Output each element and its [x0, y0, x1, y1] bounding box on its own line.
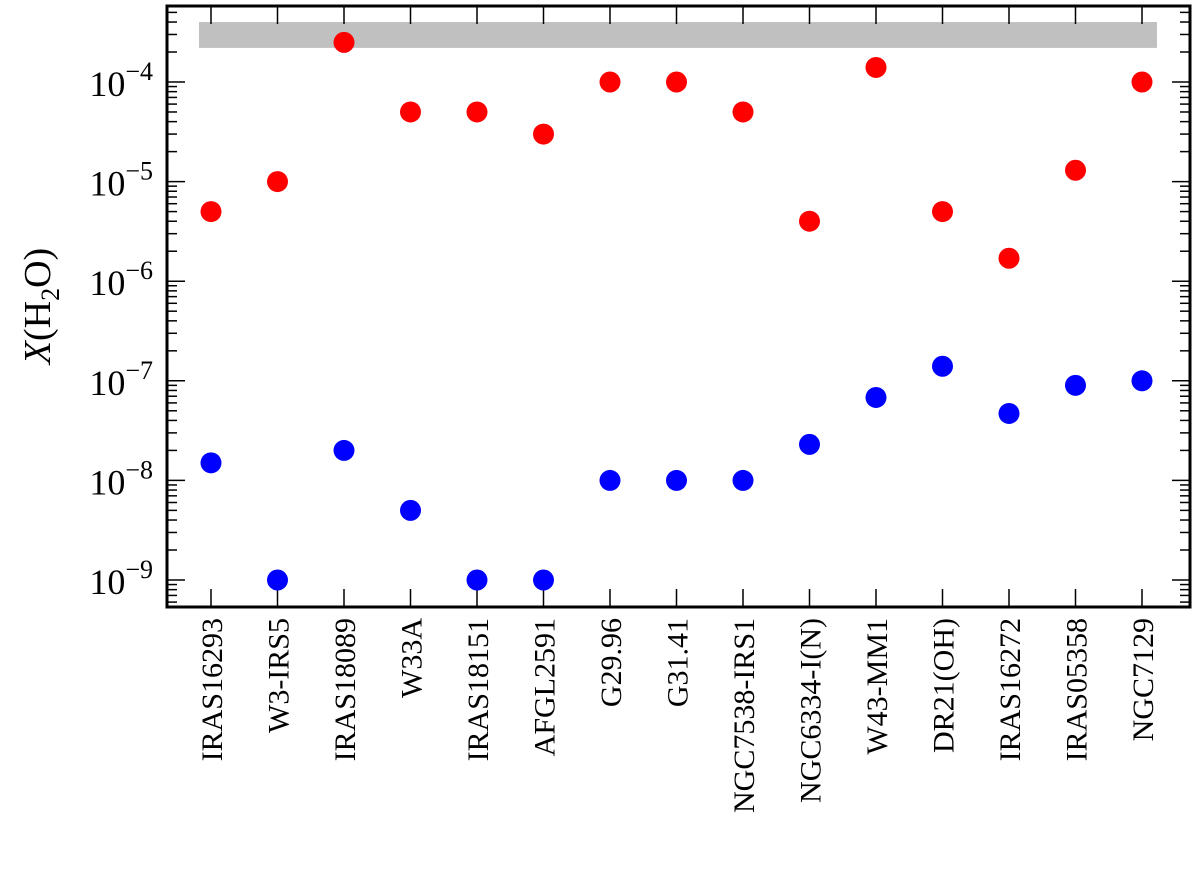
band-layer [199, 22, 1157, 48]
y-tick-label-base: 10 [89, 164, 125, 204]
data-point-blue [799, 433, 820, 455]
data-point-blue [200, 452, 222, 474]
data-point-red [1131, 71, 1153, 93]
data-point-blue [333, 439, 355, 461]
y-tick-label-exponent: −8 [125, 455, 153, 484]
y-tick-label-base: 10 [89, 64, 125, 104]
data-point-red [1065, 159, 1086, 181]
x-category-label: IRAS16293 [196, 618, 229, 761]
shaded-band [199, 22, 1157, 48]
data-point-blue [998, 402, 1020, 424]
data-point-red [799, 210, 820, 232]
data-point-blue [466, 569, 488, 591]
svg-text:X(H2O): X(H2O) [17, 248, 65, 366]
data-point-red [400, 101, 421, 123]
x-category-label: W43-MM1 [861, 618, 894, 755]
y-tick-label-exponent: −9 [125, 555, 153, 584]
x-category-label: NGC7129 [1127, 618, 1160, 741]
data-point-red [333, 31, 355, 53]
x-category-label: NGC6334-I(N) [795, 618, 828, 803]
x-category-label: IRAS18151 [462, 618, 495, 761]
y-tick-label-exponent: −4 [125, 57, 153, 86]
data-point-red [865, 56, 887, 78]
y-axis-label-open: (H [17, 301, 59, 341]
data-point-blue [400, 499, 421, 521]
y-tick-label-base: 10 [89, 263, 125, 303]
data-point-red [267, 171, 288, 193]
data-point-blue [533, 569, 554, 591]
y-tick-label: 10−7 [89, 356, 153, 403]
y-tick-label: 10−8 [89, 455, 153, 502]
x-category-label: IRAS16272 [994, 618, 1027, 761]
y-tick-label-base: 10 [89, 363, 125, 403]
point-layer [200, 31, 1153, 591]
y-tick-label-exponent: −7 [125, 356, 153, 385]
y-tick-label: 10−6 [89, 256, 153, 303]
data-point-red [998, 247, 1020, 269]
y-axis-label-sub: 2 [36, 288, 65, 301]
data-point-blue [1131, 370, 1153, 392]
data-point-red [666, 71, 687, 93]
x-category-label: G29.96 [595, 618, 628, 707]
data-point-red [200, 201, 222, 223]
x-category-label: W3-IRS5 [263, 618, 296, 733]
data-point-blue [865, 386, 887, 408]
y-axis-label: X(H2O) [17, 248, 65, 366]
data-point-red [732, 101, 754, 123]
data-point-blue [666, 469, 687, 491]
y-tick-label-base: 10 [89, 562, 125, 602]
data-point-red [466, 101, 488, 123]
y-axis-label-close: O) [17, 248, 59, 288]
x-category-label: IRAS05358 [1061, 618, 1094, 761]
y-tick-label: 10−4 [89, 57, 153, 104]
plot-frame [165, 4, 1192, 609]
data-point-red [533, 123, 554, 145]
x-category-label: AFGL2591 [529, 618, 562, 756]
x-category-label: DR21(OH) [928, 618, 961, 753]
x-category-label: G31.41 [662, 618, 695, 707]
y-tick-label-base: 10 [89, 462, 125, 502]
data-point-blue [732, 469, 754, 491]
y-axis-label-var: X [17, 339, 59, 366]
data-point-blue [1065, 374, 1086, 396]
x-category-label: NGC7538-IRS1 [728, 618, 761, 813]
y-tick-label-exponent: −6 [125, 256, 153, 285]
y-tick-label-exponent: −5 [125, 157, 153, 186]
y-tick-label: 10−5 [89, 157, 153, 204]
data-point-blue [599, 469, 621, 491]
y-tick-label: 10−9 [89, 555, 153, 602]
data-point-blue [932, 355, 953, 377]
x-category-label: IRAS18089 [329, 618, 362, 761]
data-point-blue [267, 569, 288, 591]
data-point-red [599, 71, 621, 93]
data-point-red [932, 201, 953, 223]
x-category-label: W33A [396, 618, 429, 698]
